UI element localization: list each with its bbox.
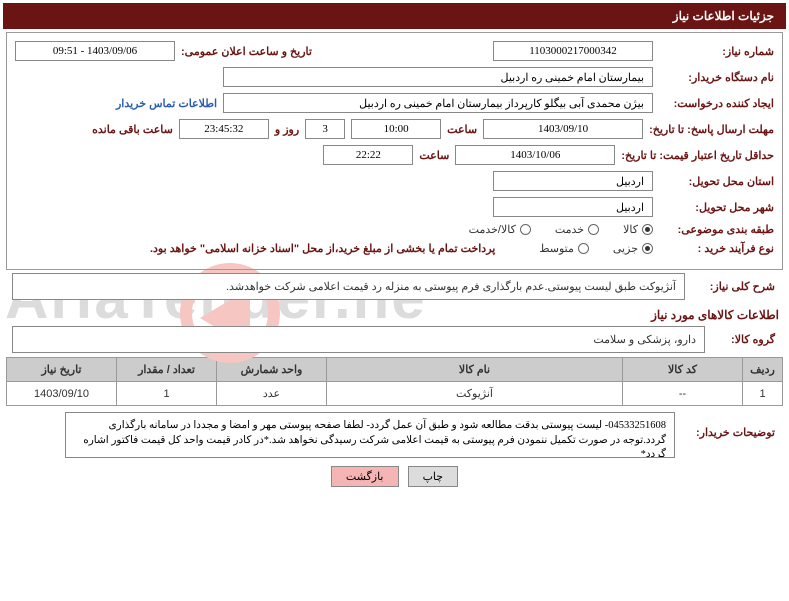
back-button[interactable]: بازگشت — [331, 466, 399, 487]
province-label: استان محل تحویل: — [659, 175, 774, 188]
radio-icon — [588, 224, 599, 235]
goods-group-label: گروه کالا: — [705, 333, 775, 346]
city-label: شهر محل تحویل: — [659, 201, 774, 214]
cat-service-radio[interactable]: خدمت — [555, 223, 599, 236]
page-title: جزئیات اطلاعات نیاز — [673, 9, 774, 23]
process-label: نوع فرآیند خرید : — [659, 242, 774, 255]
min-validity-label: حداقل تاریخ اعتبار قیمت: تا تاریخ: — [621, 149, 774, 162]
cat-goods-service-radio[interactable]: کالا/خدمت — [469, 223, 531, 236]
cat-goods-radio[interactable]: کالا — [623, 223, 653, 236]
radio-icon — [520, 224, 531, 235]
proc-partial-radio[interactable]: جزیی — [613, 242, 653, 255]
countdown-time[interactable] — [179, 119, 269, 139]
payment-note: پرداخت تمام یا بخشی از مبلغ خرید،از محل … — [150, 242, 495, 255]
main-panel: شماره نیاز: تاریخ و ساعت اعلان عمومی: نا… — [6, 32, 783, 270]
cell-name: آنژیوکت — [327, 382, 623, 406]
cat-goods-text: کالا — [623, 223, 638, 236]
creator-label: ایجاد کننده درخواست: — [659, 97, 774, 110]
time-label-2: ساعت — [419, 149, 449, 162]
page-header: جزئیات اطلاعات نیاز — [3, 3, 786, 29]
buyer-org-input[interactable] — [223, 67, 653, 87]
overview-title-box: آنژیوکت طبق لیست پیوستی.عدم بارگذاری فرم… — [12, 273, 685, 300]
cell-qty: 1 — [117, 382, 217, 406]
need-number-input[interactable] — [493, 41, 653, 61]
cell-unit: عدد — [217, 382, 327, 406]
buyer-org-label: نام دستگاه خریدار: — [659, 71, 774, 84]
th-date: تاریخ نیاز — [7, 358, 117, 382]
buyer-contact-link[interactable]: اطلاعات تماس خریدار — [116, 97, 217, 110]
deadline-send-date[interactable] — [483, 119, 643, 139]
radio-checked-icon — [642, 243, 653, 254]
min-validity-time[interactable] — [323, 145, 413, 165]
cell-code: -- — [623, 382, 743, 406]
province-input[interactable] — [493, 171, 653, 191]
buyer-notes-label: توضیحات خریدار: — [675, 412, 775, 439]
proc-partial-text: جزیی — [613, 242, 638, 255]
radio-icon — [578, 243, 589, 254]
cell-idx: 1 — [743, 382, 783, 406]
cat-service-text: خدمت — [555, 223, 584, 236]
days-label: روز و — [275, 123, 299, 136]
min-validity-date[interactable] — [455, 145, 615, 165]
time-label-1: ساعت — [447, 123, 477, 136]
items-table: ردیف کد کالا نام کالا واحد شمارش تعداد /… — [6, 357, 783, 406]
radio-checked-icon — [642, 224, 653, 235]
proc-medium-radio[interactable]: متوسط — [539, 242, 589, 255]
table-row: 1 -- آنژیوکت عدد 1 1403/09/10 — [7, 382, 783, 406]
category-label: طبقه بندی موضوعی: — [659, 223, 774, 236]
announce-date-label: تاریخ و ساعت اعلان عمومی: — [181, 45, 312, 58]
cat-goods-service-text: کالا/خدمت — [469, 223, 516, 236]
need-number-label: شماره نیاز: — [659, 45, 774, 58]
remaining-label: ساعت باقی مانده — [92, 123, 173, 136]
creator-input[interactable] — [223, 93, 653, 113]
buyer-notes-textarea[interactable] — [65, 412, 675, 458]
th-name: نام کالا — [327, 358, 623, 382]
city-input[interactable] — [493, 197, 653, 217]
deadline-send-label: مهلت ارسال پاسخ: تا تاریخ: — [649, 123, 774, 136]
announce-date-input[interactable] — [15, 41, 175, 61]
th-row: ردیف — [743, 358, 783, 382]
overview-title-label: شرح کلی نیاز: — [685, 280, 775, 293]
th-code: کد کالا — [623, 358, 743, 382]
deadline-send-time[interactable] — [351, 119, 441, 139]
th-qty: تعداد / مقدار — [117, 358, 217, 382]
days-remaining[interactable] — [305, 119, 345, 139]
goods-group-box: دارو، پزشکی و سلامت — [12, 326, 705, 353]
cell-date: 1403/09/10 — [7, 382, 117, 406]
proc-medium-text: متوسط — [539, 242, 574, 255]
print-button[interactable]: چاپ — [408, 466, 459, 487]
